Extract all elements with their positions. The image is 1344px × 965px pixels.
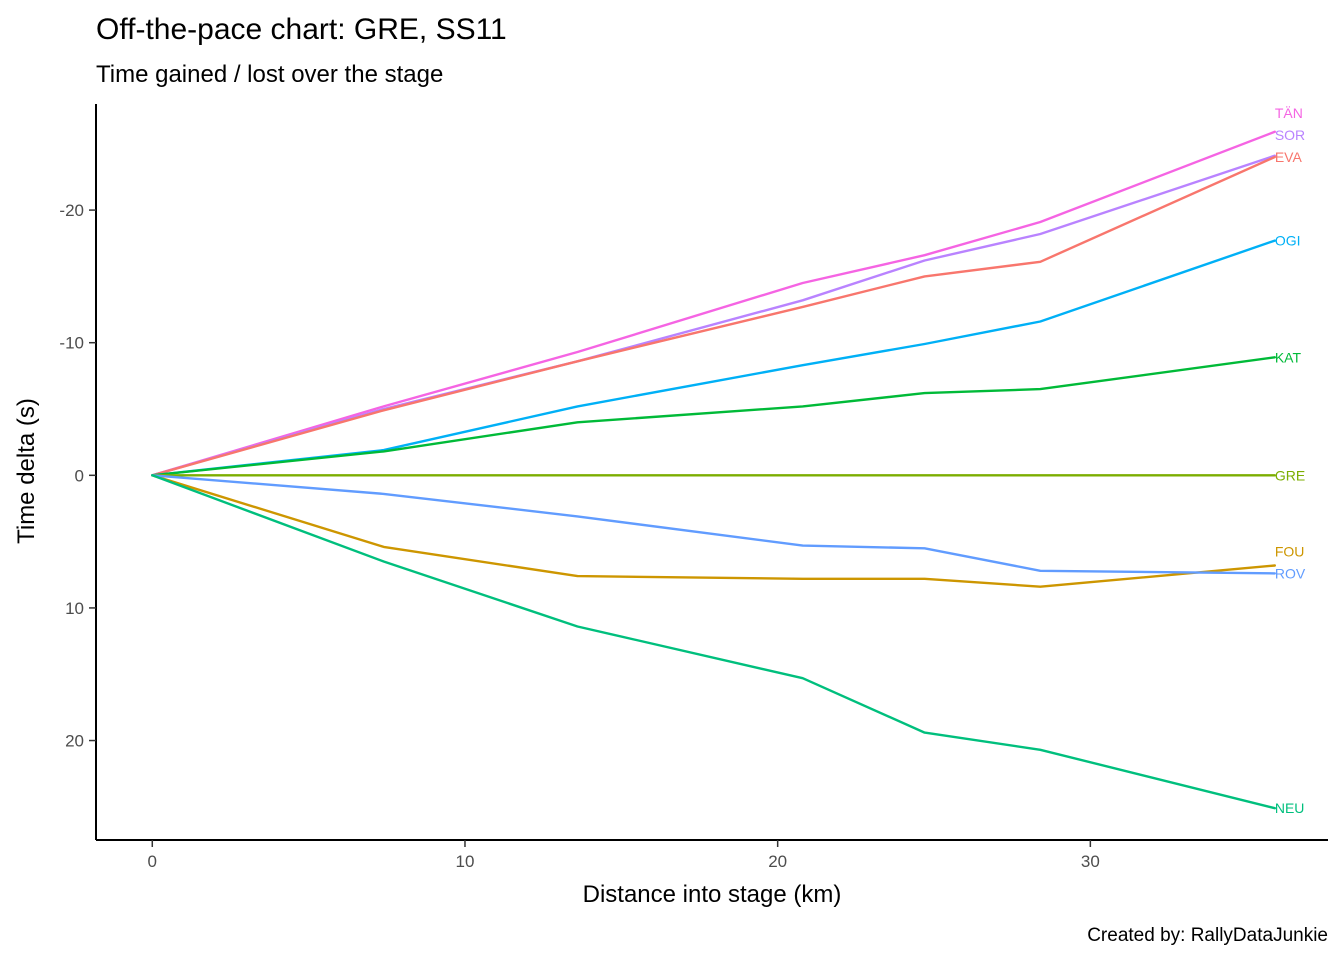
x-tick-label: 10 <box>456 852 475 871</box>
series-line-neu <box>151 474 1277 810</box>
series-end-labels: TÄN SOR EVA OGI KAT GRE FOU ROV NEU <box>1275 105 1306 816</box>
series-label-eva: EVA <box>1275 149 1303 165</box>
series-label-gre: GRE <box>1275 467 1305 483</box>
series-line-eva <box>151 155 1277 477</box>
series-line-sor <box>151 154 1277 477</box>
chart-subtitle: Time gained / lost over the stage <box>96 61 443 88</box>
series-line-kat <box>151 356 1277 477</box>
series-label-ogi: OGI <box>1275 233 1301 249</box>
series-label-rov: ROV <box>1275 565 1306 581</box>
y-tick-label: 10 <box>65 599 84 618</box>
x-tick-label: 20 <box>768 852 787 871</box>
series-label-sor: SOR <box>1275 127 1305 143</box>
y-tick-label: -20 <box>59 201 84 220</box>
series-line-rov <box>151 474 1277 575</box>
x-axis-title: Distance into stage (km) <box>583 881 842 908</box>
chart-title: Off-the-pace chart: GRE, SS11 <box>96 13 507 46</box>
axes: 0 10 20 30 -20 -10 0 10 20 <box>59 104 1328 871</box>
series-lines <box>151 130 1277 810</box>
x-tick-label: 30 <box>1081 852 1100 871</box>
series-label-neu: NEU <box>1275 800 1305 816</box>
series-label-kat: KAT <box>1275 349 1302 365</box>
y-tick-label: -10 <box>59 334 84 353</box>
y-tick-label: 0 <box>75 466 84 485</box>
series-line-fou <box>151 474 1277 588</box>
series-line-ogi <box>151 239 1277 477</box>
series-label-fou: FOU <box>1275 543 1305 559</box>
x-tick-label: 0 <box>148 852 157 871</box>
series-line-tän <box>151 130 1277 477</box>
y-axis-title: Time delta (s) <box>13 398 40 544</box>
y-tick-label: 20 <box>65 732 84 751</box>
chart-caption: Created by: RallyDataJunkie <box>1087 925 1328 946</box>
series-label-tän: TÄN <box>1275 105 1303 121</box>
